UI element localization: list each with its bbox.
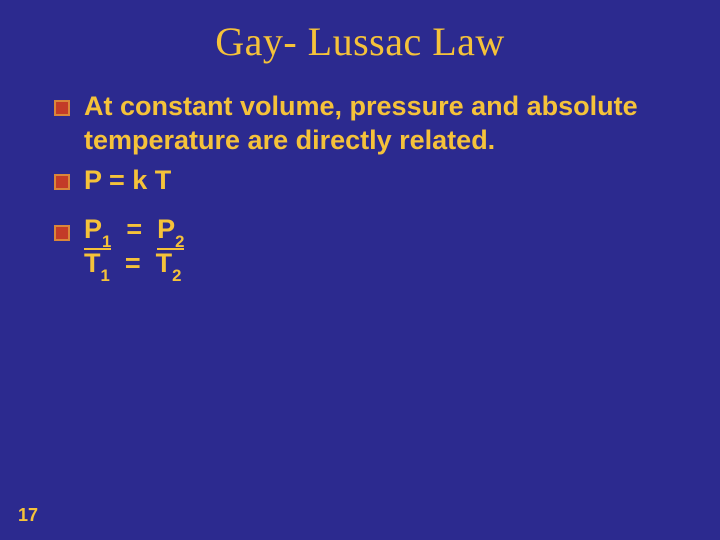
slide-content: At constant volume, pressure and absolut…	[54, 90, 680, 283]
equation-row-1: P1 = P2	[54, 215, 680, 249]
fraction-numerator: P1	[84, 215, 111, 249]
square-bullet-icon	[54, 174, 70, 190]
page-number: 17	[18, 505, 38, 526]
slide: Gay- Lussac Law At constant volume, pres…	[0, 0, 720, 540]
equation-block: P1 = P2 T1 = T2	[54, 215, 680, 283]
equation-line-2: T1 = T2	[84, 249, 181, 283]
equation-line-1: P1 = P2	[84, 215, 184, 249]
bullet-text: P = k T	[84, 164, 171, 198]
bullet-item: At constant volume, pressure and absolut…	[54, 90, 680, 158]
slide-title: Gay- Lussac Law	[0, 0, 720, 65]
bullet-text: At constant volume, pressure and absolut…	[84, 90, 680, 158]
square-bullet-icon	[54, 225, 70, 241]
fraction-numerator: P2	[157, 215, 184, 249]
bullet-item: P = k T	[54, 164, 680, 198]
square-bullet-icon	[54, 100, 70, 116]
equation-row-2: T1 = T2	[54, 249, 680, 283]
